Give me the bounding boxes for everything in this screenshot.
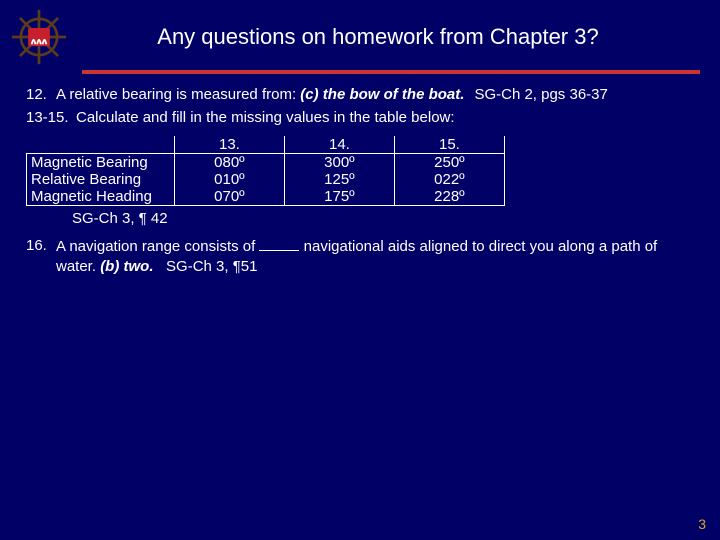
row-label: Magnetic Heading (27, 188, 175, 206)
cell: 010º (174, 171, 284, 188)
cell: 125º (284, 171, 394, 188)
question-16: 16. A navigation range consists of navig… (26, 237, 692, 278)
cell: 022º (394, 171, 504, 188)
row-label: Relative Bearing (27, 171, 175, 188)
page-number: 3 (698, 516, 706, 532)
cell: 080º (174, 154, 284, 172)
bearing-table: 13. 14. 15. Magnetic Bearing 080º 300º 2… (26, 136, 505, 206)
table-row: Relative Bearing 010º 125º 022º (27, 171, 505, 188)
question-text: Calculate and fill in the missing values… (76, 109, 692, 126)
row-label: Magnetic Bearing (27, 154, 175, 172)
bearing-table-wrap: 13. 14. 15. Magnetic Bearing 080º 300º 2… (26, 136, 692, 227)
q12-answer: (c) the bow of the boat. (300, 86, 464, 103)
ship-wheel-logo (10, 8, 68, 66)
col-header: 13. (174, 136, 284, 154)
question-12: 12. A relative bearing is measured from:… (26, 86, 692, 103)
col-header: 14. (284, 136, 394, 154)
table-header-row: 13. 14. 15. (27, 136, 505, 154)
question-number: 13-15. (26, 109, 76, 126)
table-row: Magnetic Heading 070º 175º 228º (27, 188, 505, 206)
question-text: A navigation range consists of navigatio… (56, 237, 692, 278)
cell: 228º (394, 188, 504, 206)
col-header: 15. (394, 136, 504, 154)
q16-ref: SG-Ch 3, ¶51 (166, 258, 257, 275)
question-number: 16. (26, 237, 56, 278)
question-number: 12. (26, 86, 56, 103)
cell: 070º (174, 188, 284, 206)
q12-text-before: A relative bearing is measured from: (56, 86, 300, 103)
cell: 300º (284, 154, 394, 172)
cell: 175º (284, 188, 394, 206)
fill-blank (259, 238, 299, 251)
q12-ref: SG-Ch 2, pgs 36-37 (474, 86, 607, 103)
table-row: Magnetic Bearing 080º 300º 250º (27, 154, 505, 172)
slide: Any questions on homework from Chapter 3… (0, 0, 720, 540)
q16-answer: (b) two. (100, 258, 153, 275)
q16-text-before: A navigation range consists of (56, 238, 259, 255)
body-area: 12. A relative bearing is measured from:… (0, 74, 720, 278)
question-text: A relative bearing is measured from: (c)… (56, 86, 692, 103)
question-13-15: 13-15. Calculate and fill in the missing… (26, 109, 692, 126)
table-ref: SG-Ch 3, ¶ 42 (72, 210, 692, 227)
page-title: Any questions on homework from Chapter 3… (68, 24, 708, 50)
header-row: Any questions on homework from Chapter 3… (0, 0, 720, 70)
cell: 250º (394, 154, 504, 172)
